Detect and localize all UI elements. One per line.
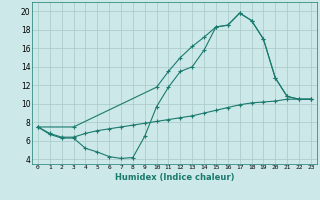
X-axis label: Humidex (Indice chaleur): Humidex (Indice chaleur) [115, 173, 234, 182]
